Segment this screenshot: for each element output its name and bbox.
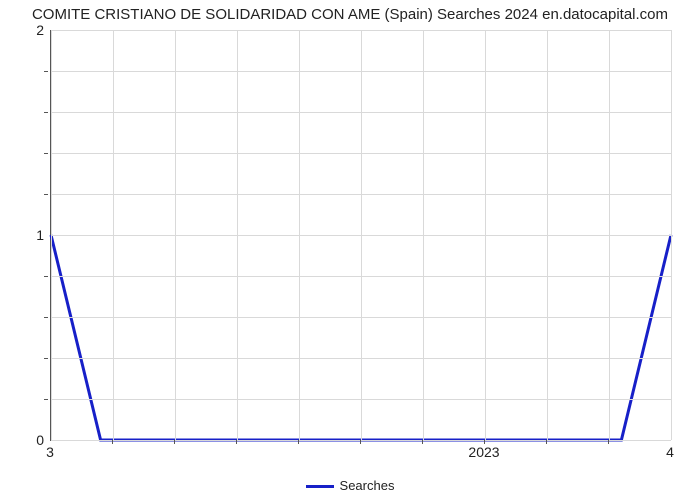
gridline-horizontal [51,71,671,72]
y-minor-tick [44,358,48,359]
gridline-horizontal [51,153,671,154]
gridline-vertical [671,30,672,440]
gridline-horizontal [51,317,671,318]
gridline-horizontal [51,112,671,113]
chart-title: COMITE CRISTIANO DE SOLIDARIDAD CON AME … [0,6,700,23]
x-center-label: 2023 [468,444,499,460]
x-minor-tick [112,440,113,444]
x-minor-tick [360,440,361,444]
gridline-horizontal [51,276,671,277]
gridline-horizontal [51,194,671,195]
gridline-horizontal [51,358,671,359]
y-tick-label: 1 [20,227,44,243]
x-minor-tick [236,440,237,444]
x-minor-tick [174,440,175,444]
x-minor-tick [422,440,423,444]
y-tick-label: 2 [20,22,44,38]
y-minor-tick [44,112,48,113]
x-minor-tick [298,440,299,444]
gridline-horizontal [51,440,671,441]
y-minor-tick [44,194,48,195]
gridline-horizontal [51,30,671,31]
y-minor-tick [44,317,48,318]
y-minor-tick [44,399,48,400]
y-minor-tick [44,153,48,154]
x-tick-label: 3 [46,444,54,460]
gridline-horizontal [51,399,671,400]
x-minor-tick [608,440,609,444]
gridline-horizontal [51,235,671,236]
plot-area [50,30,671,441]
legend-swatch [306,485,334,488]
x-minor-tick [546,440,547,444]
legend: Searches [0,478,700,493]
y-minor-tick [44,71,48,72]
x-tick-label: 4 [666,444,674,460]
y-tick-label: 0 [20,432,44,448]
y-minor-tick [44,276,48,277]
legend-label: Searches [340,478,395,493]
